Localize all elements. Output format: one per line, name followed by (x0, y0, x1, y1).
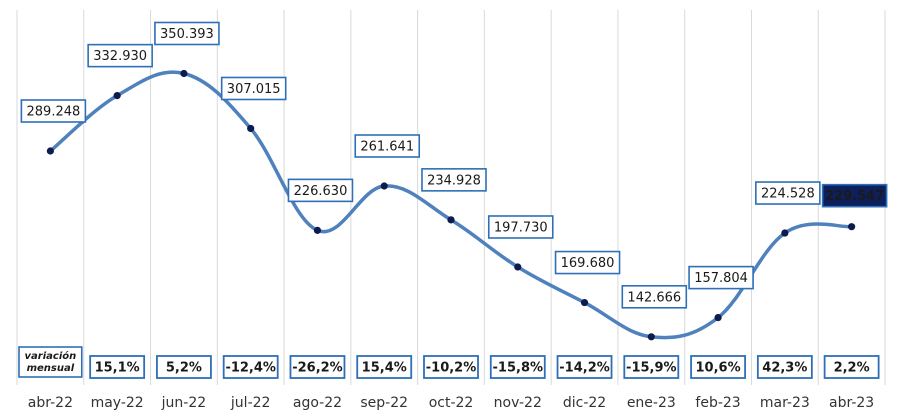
variation-text: -14,2% (559, 361, 610, 376)
data-point (113, 92, 121, 100)
data-label-text: 142.666 (627, 290, 681, 305)
variation-box: -10,2% (423, 355, 479, 379)
data-point (380, 182, 388, 190)
x-tick-label: mar-23 (760, 395, 810, 411)
x-tick-label: jun-22 (161, 395, 207, 411)
variation-text: -12,4% (225, 361, 276, 376)
variation-text: 10,6% (696, 361, 741, 376)
data-label-text: 157.804 (694, 271, 748, 286)
data-point (247, 124, 255, 133)
data-point (313, 226, 322, 234)
variation-text: 5,2% (166, 361, 202, 376)
data-label: 289.248 (20, 99, 87, 123)
data-label: 224.528 (755, 181, 821, 205)
data-label: 142.666 (621, 284, 688, 309)
variation-box: 2,2% (823, 355, 880, 379)
data-point (848, 223, 856, 231)
variation-box: -12,4% (222, 355, 279, 379)
data-label: 169.680 (554, 250, 621, 275)
x-tick-label: sep-22 (360, 395, 408, 411)
data-label: 261.641 (354, 134, 421, 158)
data-label: 157.804 (688, 265, 754, 290)
x-tick-label: ago-22 (293, 395, 342, 411)
data-label-text: 261.641 (360, 139, 414, 154)
data-point (580, 298, 589, 307)
variation-box: 10,6% (690, 355, 746, 379)
data-label-text: 197.730 (494, 220, 548, 235)
variation-box: -15,8% (489, 355, 546, 379)
variation-header: variación mensual (18, 346, 83, 378)
x-tick-label: abr-23 (829, 395, 874, 411)
variation-box: -26,2% (289, 355, 346, 379)
variation-text: 15,4% (362, 361, 407, 376)
data-label-text: 224.528 (761, 187, 815, 202)
data-label: 307.015 (220, 76, 287, 101)
data-point (647, 333, 655, 341)
variation-box: -14,2% (556, 355, 613, 379)
data-label: 197.730 (487, 215, 554, 239)
variation-text: -15,9% (626, 361, 677, 376)
x-tick-label: oct-22 (429, 395, 474, 411)
data-label-text: 332.930 (93, 49, 147, 64)
x-tick-label: may-22 (91, 395, 144, 411)
x-tick-label: dic-22 (563, 395, 606, 411)
variation-text: 15,1% (95, 361, 140, 376)
variation-text: -26,2% (292, 361, 343, 376)
variation-header-line2: mensual (27, 363, 75, 374)
variation-text: 2,2% (834, 361, 870, 376)
data-label: 350.393 (154, 21, 220, 46)
variation-text: -15,8% (493, 361, 544, 376)
variation-box: 15,4% (356, 355, 413, 379)
variation-header-line1: variación (25, 350, 77, 362)
data-point (514, 263, 522, 271)
variation-box: 15,1% (89, 355, 146, 379)
markers (46, 69, 856, 341)
data-label-text: 289.248 (27, 105, 81, 120)
data-label-text: 229.547 (825, 189, 884, 204)
variation-text: 42,3% (762, 361, 807, 376)
data-point (781, 229, 789, 237)
data-label: 234.928 (421, 168, 487, 192)
data-point (714, 314, 722, 322)
data-point (180, 69, 188, 78)
x-tick-label: ene-23 (627, 395, 676, 411)
data-label-highlight: 229.547 (821, 183, 888, 208)
variation-box: -15,9% (623, 355, 680, 379)
value-labels: 289.248 332.930 350.393 307.015 226.630 261.6… (20, 21, 888, 309)
data-point (447, 216, 455, 224)
x-tick-label: nov-22 (494, 395, 542, 411)
x-tick-label: abr-22 (28, 395, 73, 411)
variation-box: 42,3% (756, 355, 813, 379)
series-line (48, 70, 854, 340)
x-axis-ticks: abr-22 may-22 jun-22 jul-22 ago-22 sep-22 oct-… (28, 395, 874, 411)
data-label-text: 169.680 (561, 256, 615, 271)
data-point (46, 147, 54, 155)
data-label-text: 226.630 (294, 184, 348, 199)
data-label-text: 234.928 (427, 173, 481, 188)
variation-box: 5,2% (156, 355, 212, 379)
x-tick-label: feb-23 (695, 395, 740, 411)
data-label-text: 307.015 (227, 82, 281, 97)
variation-text: -10,2% (426, 361, 477, 376)
variation-row: variación mensual 15,1% 5,2% -12,4% -26,2% 1… (18, 346, 880, 379)
data-label-text: 350.393 (160, 27, 214, 42)
data-label: 332.930 (87, 43, 153, 68)
data-label: 226.630 (287, 178, 354, 203)
x-tick-label: jul-22 (230, 395, 271, 411)
